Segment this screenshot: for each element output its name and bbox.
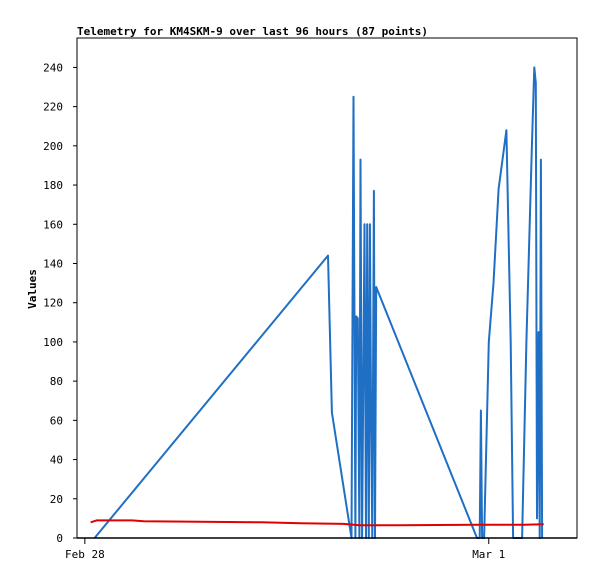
x-tick-label: Feb 28 [65,548,105,561]
y-tick-label: 180 [43,179,63,192]
plot-frame [76,37,578,539]
y-tick-label: 200 [43,140,63,153]
y-tick-label: 160 [43,218,63,231]
y-tick-label: 140 [43,257,63,270]
y-tick-label: 20 [50,493,63,506]
x-tick-label: Mar 1 [472,548,505,561]
y-tick-label: 120 [43,297,63,310]
series-line-0 [93,66,544,539]
y-tick-label: 60 [50,414,63,427]
series-line-1 [90,519,544,527]
chart-title: Telemetry for KM4SKM-9 over last 96 hour… [77,25,428,38]
y-tick-label: 40 [50,454,63,467]
y-axis: 0 20 40 60 80 100 120 140 160 180 200 220 240 [43,61,77,545]
y-axis-title: Values [26,269,39,309]
y-tick-label: 100 [43,336,63,349]
series-layer [77,66,577,539]
y-tick-label: 220 [43,101,63,114]
x-axis: Feb 28 Mar 1 [65,538,505,561]
y-tick-label: 240 [43,61,63,74]
y-tick-label: 0 [56,532,63,545]
y-tick-label: 80 [50,375,63,388]
